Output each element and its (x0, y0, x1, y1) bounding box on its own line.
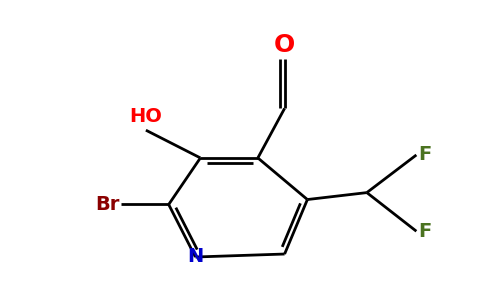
Text: O: O (274, 33, 295, 57)
Text: F: F (418, 146, 432, 164)
Text: HO: HO (129, 107, 162, 126)
Text: F: F (418, 222, 432, 241)
Text: Br: Br (95, 195, 119, 214)
Text: N: N (187, 248, 204, 266)
